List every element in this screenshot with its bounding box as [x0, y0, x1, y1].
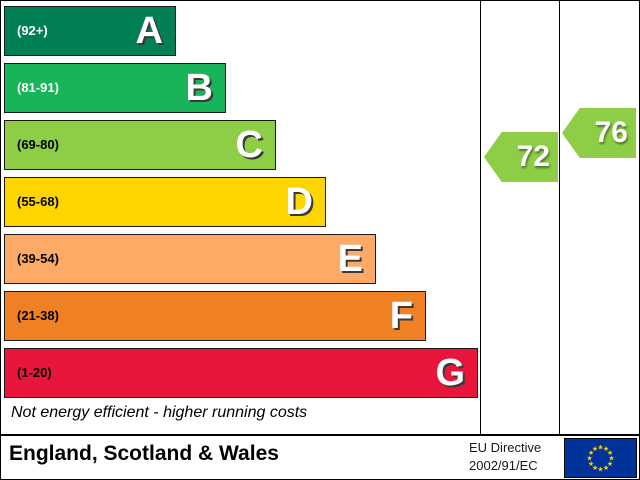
band-letter: C	[235, 124, 263, 166]
potential-column-divider	[559, 1, 560, 435]
potential-rating-arrow: 76	[562, 108, 636, 158]
band-row-a: (92+) A	[4, 6, 176, 56]
footer-divider	[1, 434, 639, 436]
band-range-label: (21-38)	[17, 308, 59, 323]
band-range-label: (39-54)	[17, 251, 59, 266]
svg-text:★: ★	[592, 464, 598, 472]
eu-directive-line1: EU Directive	[469, 440, 542, 455]
svg-text:★: ★	[607, 460, 613, 468]
band-letter: G	[435, 352, 465, 394]
svg-text:★: ★	[608, 455, 614, 463]
band-row-e: (39-54) E	[4, 234, 376, 284]
band-range-label: (69-80)	[17, 137, 59, 152]
band-letter: A	[135, 10, 163, 52]
current-column-divider	[480, 1, 481, 435]
efficiency-footnote: Not energy efficient - higher running co…	[11, 404, 308, 421]
region-label: England, Scotland & Wales	[9, 442, 279, 465]
potential-rating-value: 76	[594, 116, 628, 149]
svg-text:★: ★	[597, 444, 603, 452]
band-range-label: (55-68)	[17, 194, 59, 209]
svg-text:★: ★	[592, 445, 598, 453]
current-rating-arrow: 72	[484, 132, 558, 182]
svg-text:★: ★	[586, 455, 592, 463]
svg-text:★: ★	[603, 464, 609, 472]
svg-text:★: ★	[597, 466, 603, 474]
eu-directive-line2: 2002/91/EC	[469, 458, 538, 474]
band-letter: F	[389, 295, 413, 337]
band-row-b: (81-91) B	[4, 63, 226, 113]
band-range-label: (92+)	[17, 23, 48, 38]
svg-text:★: ★	[588, 460, 594, 468]
svg-text:★: ★	[603, 445, 609, 453]
band-row-d: (55-68) D	[4, 177, 326, 227]
band-letter: D	[285, 181, 313, 223]
band-row-c: (69-80) C	[4, 120, 276, 170]
band-letter: E	[337, 238, 363, 280]
eu-directive-label: EU Directive 2002/91/EC	[469, 439, 541, 475]
svg-text:★: ★	[588, 449, 594, 457]
current-rating-value: 72	[516, 140, 550, 173]
band-letter: B	[185, 67, 213, 109]
band-row-f: (21-38) F	[4, 291, 426, 341]
band-row-g: (1-20) G	[4, 348, 478, 398]
band-range-label: (1-20)	[17, 365, 52, 380]
eu-flag-icon: ★ ★ ★ ★ ★ ★ ★ ★ ★ ★ ★ ★	[564, 438, 637, 478]
svg-text:★: ★	[607, 449, 613, 457]
band-range-label: (81-91)	[17, 80, 59, 95]
